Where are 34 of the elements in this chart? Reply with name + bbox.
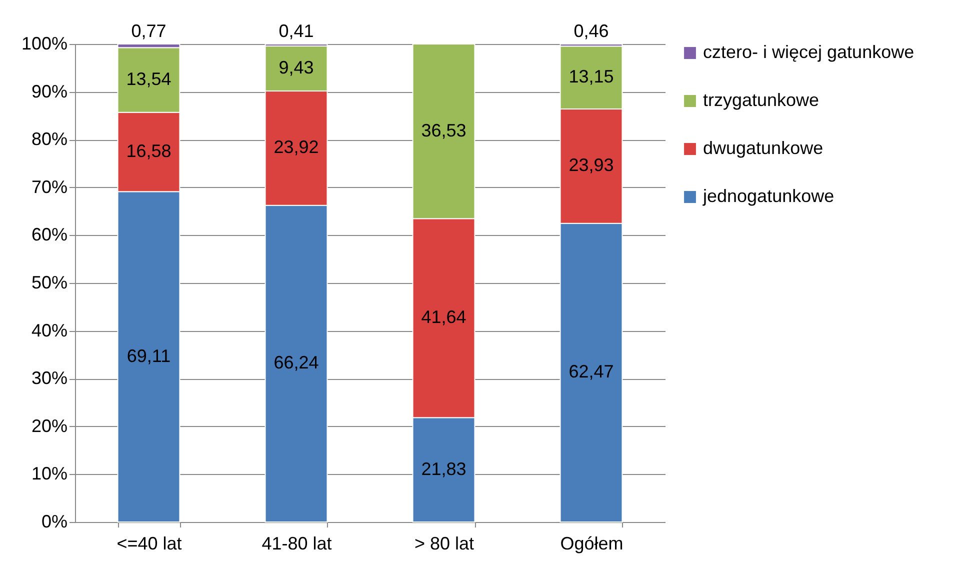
x-tick-label: 41-80 lat xyxy=(262,534,332,554)
y-tick-label: 70% xyxy=(31,176,68,197)
data-label: 36,53 xyxy=(421,120,466,140)
y-tick-label: 0% xyxy=(41,512,68,532)
x-tick-label: > 80 lat xyxy=(414,534,474,554)
x-tick-label: <=40 lat xyxy=(116,534,182,554)
data-label: 23,92 xyxy=(274,137,319,158)
data-label: 21,83 xyxy=(421,458,466,479)
y-tick-label: 50% xyxy=(31,272,68,292)
y-tick-label: 100% xyxy=(21,34,68,54)
legend-label: trzygatunkowe xyxy=(703,90,820,110)
y-tick-label: 60% xyxy=(31,224,68,245)
x-tick-label: Ogółem xyxy=(560,534,624,554)
y-tick-label: 40% xyxy=(31,320,68,340)
data-label: 0,46 xyxy=(574,20,609,41)
data-label: 9,43 xyxy=(278,57,314,78)
y-tick-label: 20% xyxy=(31,416,68,436)
y-tick-label: 90% xyxy=(31,81,68,102)
data-label: 41,64 xyxy=(421,307,466,328)
data-label: 66,24 xyxy=(274,352,319,373)
legend-label: cztero- i więcej gatunkowe xyxy=(703,42,914,62)
data-label: 13,54 xyxy=(126,69,172,90)
y-tick-label: 10% xyxy=(31,464,68,484)
data-label: 23,93 xyxy=(568,155,614,176)
data-label: 13,15 xyxy=(568,66,614,87)
legend-label: dwugatunkowe xyxy=(703,138,824,158)
y-tick-label: 80% xyxy=(31,129,68,150)
legend-label: jednogatunkowe xyxy=(702,186,834,206)
data-label: 16,58 xyxy=(126,141,172,162)
data-label: 69,11 xyxy=(126,346,171,366)
data-label: 62,47 xyxy=(568,362,614,382)
y-tick-label: 30% xyxy=(31,368,68,388)
data-label: 0,77 xyxy=(131,21,166,41)
data-label: 0,41 xyxy=(278,21,314,41)
